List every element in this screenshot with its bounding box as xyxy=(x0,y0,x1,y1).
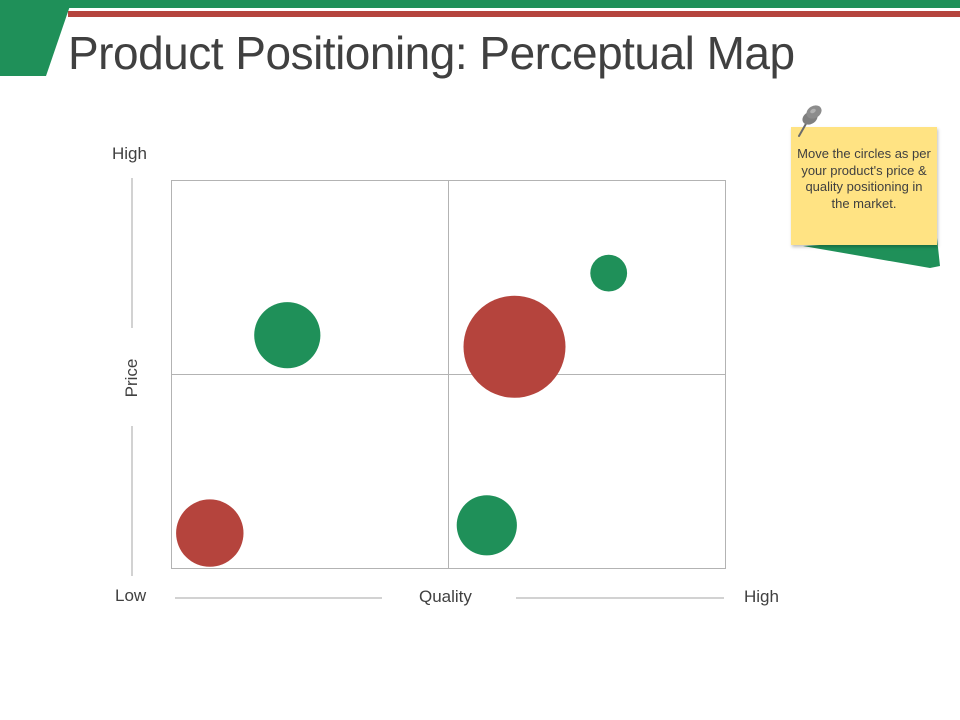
x-axis-high-label: High xyxy=(744,587,779,606)
x-axis-title: Quality xyxy=(419,587,472,606)
position-circle-4[interactable] xyxy=(176,499,244,567)
sticky-note-text: Move the circles as per your product's p… xyxy=(797,146,931,211)
header-red-bar xyxy=(68,11,960,17)
position-circle-5[interactable] xyxy=(456,495,517,556)
position-circle-3[interactable] xyxy=(590,254,628,292)
header-green-bar xyxy=(60,0,960,8)
header-green-tab xyxy=(0,0,72,76)
header-decoration xyxy=(0,0,960,76)
sticky-note-green-sheet xyxy=(803,238,940,268)
position-circle-2[interactable] xyxy=(463,295,566,398)
page-title: Product Positioning: Perceptual Map xyxy=(68,27,795,79)
sticky-note-backing xyxy=(803,238,940,268)
pushpin-icon xyxy=(798,105,822,137)
position-circle-1[interactable] xyxy=(254,302,321,369)
positioning-circles xyxy=(176,254,628,567)
x-axis-low-label: Low xyxy=(115,586,147,605)
sticky-note-paper xyxy=(791,127,937,245)
y-axis-high-label: High xyxy=(112,144,147,163)
